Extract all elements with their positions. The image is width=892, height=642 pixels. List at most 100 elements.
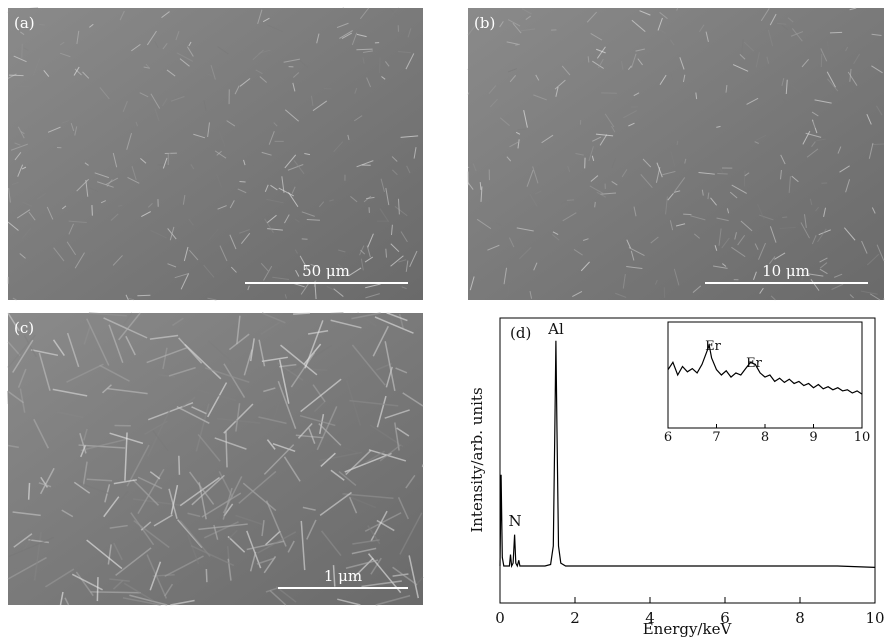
- texture: [108, 324, 124, 364]
- texture: [107, 544, 112, 565]
- texture: [223, 363, 246, 398]
- texture: [744, 172, 750, 177]
- texture: [790, 84, 802, 94]
- texture: [407, 28, 412, 38]
- texture: [499, 21, 504, 28]
- texture: [90, 591, 141, 594]
- texture: [9, 560, 20, 573]
- texture: [509, 141, 520, 148]
- texture: [187, 512, 201, 518]
- texture: [161, 11, 170, 19]
- texture: [97, 181, 114, 188]
- texture: [860, 290, 878, 295]
- texture: [145, 63, 150, 69]
- texture: [147, 402, 194, 421]
- texture: [366, 245, 371, 258]
- texture: [280, 344, 318, 376]
- texture: [219, 245, 228, 262]
- texture: [230, 266, 237, 273]
- texture: [11, 181, 19, 186]
- texture: [312, 100, 328, 112]
- texture: [731, 246, 746, 258]
- texture: [554, 79, 566, 90]
- texture: [589, 185, 604, 194]
- texture: [350, 195, 358, 203]
- texture: [96, 577, 99, 602]
- texture: [737, 235, 746, 246]
- texture: [57, 411, 84, 419]
- texture: [826, 41, 829, 50]
- texture: [555, 86, 559, 97]
- texture: [207, 73, 213, 77]
- texture: [178, 455, 181, 475]
- texture: [229, 200, 235, 209]
- texture: [516, 227, 534, 232]
- texture: [272, 443, 296, 453]
- texture: [269, 589, 287, 606]
- texture: [76, 178, 90, 192]
- texture: [517, 139, 520, 149]
- texture: [272, 276, 290, 280]
- texture: [396, 427, 410, 437]
- texture: [298, 58, 309, 69]
- texture: [682, 74, 686, 83]
- texture: [676, 140, 679, 146]
- texture: [594, 201, 596, 208]
- texture: [304, 152, 311, 156]
- texture: [149, 334, 179, 340]
- texture: [356, 48, 373, 51]
- texture: [85, 179, 89, 197]
- texture: [622, 274, 626, 289]
- texture: [80, 438, 127, 452]
- texture: [154, 108, 160, 122]
- texture: [656, 162, 663, 178]
- texture: [397, 497, 409, 520]
- texture: [170, 96, 185, 102]
- texture: [628, 247, 645, 256]
- texture: [351, 32, 358, 46]
- texture: [698, 24, 705, 33]
- texture: [99, 364, 130, 382]
- texture: [326, 286, 334, 290]
- texture: [583, 107, 592, 110]
- texture: [476, 218, 492, 230]
- texture: [621, 169, 628, 178]
- texture: [319, 451, 362, 462]
- texture: [168, 152, 173, 157]
- texture: [89, 23, 94, 28]
- texture: [39, 24, 46, 26]
- texture: [533, 262, 538, 271]
- texture: [580, 261, 590, 272]
- texture: [488, 85, 497, 94]
- texture: [68, 223, 74, 235]
- texture: [242, 482, 277, 512]
- texture: [351, 312, 381, 320]
- texture: [781, 77, 785, 87]
- texture: [73, 481, 91, 494]
- texture: [397, 198, 400, 215]
- texture: [705, 31, 709, 43]
- texture: [293, 160, 305, 175]
- texture: [86, 318, 110, 366]
- texture: [174, 273, 189, 279]
- texture: [190, 544, 235, 567]
- texture: [309, 103, 313, 108]
- texture: [261, 312, 286, 324]
- texture: [819, 257, 828, 263]
- texture: [266, 198, 284, 204]
- texture: [791, 28, 803, 42]
- texture: [226, 120, 236, 127]
- texture: [586, 11, 597, 23]
- texture: [260, 262, 269, 272]
- texture: [8, 188, 11, 203]
- texture: [190, 164, 195, 170]
- texture: [489, 98, 498, 108]
- texture: [391, 156, 398, 162]
- texture: [803, 214, 807, 228]
- texture: [659, 74, 667, 86]
- texture: [94, 172, 110, 179]
- texture: [845, 179, 851, 193]
- texture: [366, 77, 372, 88]
- texture: [395, 367, 408, 374]
- texture: [381, 76, 386, 80]
